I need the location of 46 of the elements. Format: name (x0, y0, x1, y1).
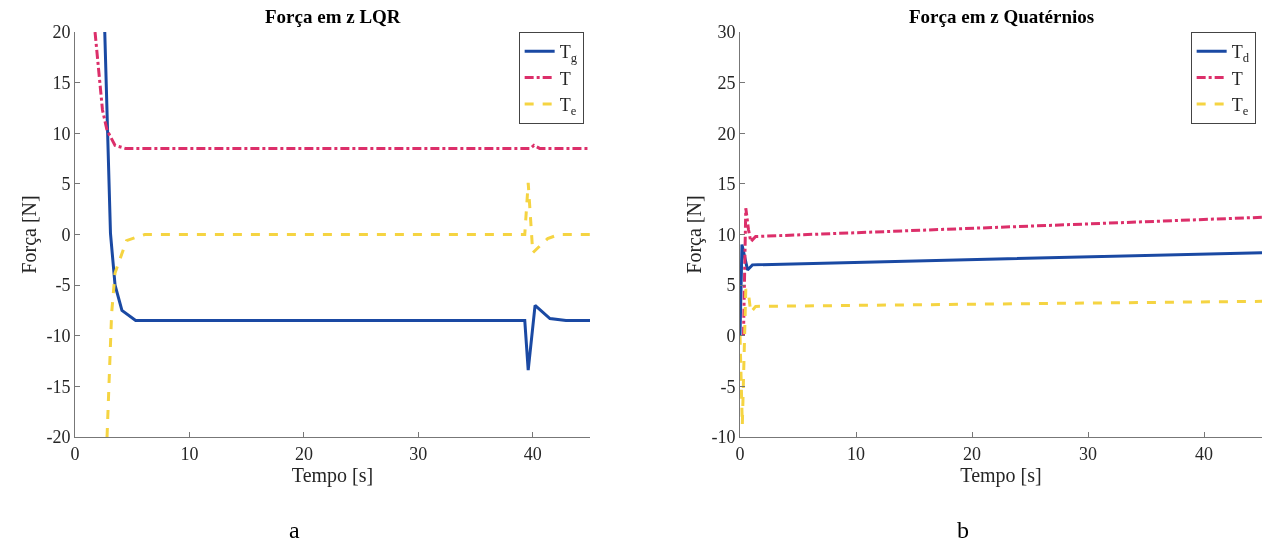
x-tick-label: 20 (294, 443, 313, 464)
y-tick-label: -10 (46, 326, 71, 347)
line-series (105, 181, 590, 437)
y-axis-title: Força [N] (682, 195, 706, 274)
x-tick-label: 40 (523, 443, 542, 464)
y-tick-label: 20 (717, 123, 736, 144)
y-tick-label: 0 (726, 326, 736, 347)
chart-title: Força em z LQR (265, 6, 401, 27)
y-tick-label: 25 (717, 72, 736, 93)
y-tick-label: 10 (52, 123, 71, 144)
legend-label: T$_{g}$ (559, 42, 578, 65)
y-tick-label: 10 (717, 224, 736, 245)
legend-label: T$_{e}$ (1231, 95, 1249, 118)
x-axis-title: Tempo [s] (960, 463, 1042, 487)
legend-label: T (1231, 68, 1243, 89)
x-tick-label: 40 (1195, 443, 1213, 464)
y-axis-title: Força [N] (17, 195, 41, 274)
y-tick-label: 15 (717, 174, 736, 195)
x-tick-label: 10 (847, 443, 865, 464)
line-series (93, 32, 590, 150)
y-tick-label: -5 (55, 275, 71, 296)
x-axis-title: Tempo [s] (291, 463, 374, 487)
chart-title: Força em z Quatérnios (909, 6, 1095, 27)
x-tick-label: 10 (180, 443, 199, 464)
y-tick-label: 5 (61, 174, 71, 195)
line-series (103, 32, 590, 372)
legend-label: T$_{d}$ (1231, 42, 1250, 65)
y-tick-label: -5 (720, 376, 736, 397)
y-tick-label: 30 (717, 22, 736, 43)
y-tick-label: -15 (46, 376, 71, 397)
line-series (741, 206, 1262, 338)
y-tick-label: -20 (46, 427, 71, 448)
line-series (740, 243, 1262, 338)
y-tick-label: 5 (726, 275, 736, 296)
y-tick-label: 20 (52, 22, 71, 43)
x-tick-label: 30 (1079, 443, 1097, 464)
text: b (957, 517, 969, 543)
line-series (740, 287, 1262, 427)
text: a (289, 517, 300, 543)
x-tick-label: 30 (409, 443, 428, 464)
legend-label: T$_{e}$ (559, 95, 577, 118)
y-tick-label: -10 (711, 427, 736, 448)
x-tick-label: 20 (963, 443, 981, 464)
legend-label: T (559, 68, 571, 89)
y-tick-label: 15 (52, 72, 71, 93)
y-tick-label: 0 (61, 224, 71, 245)
